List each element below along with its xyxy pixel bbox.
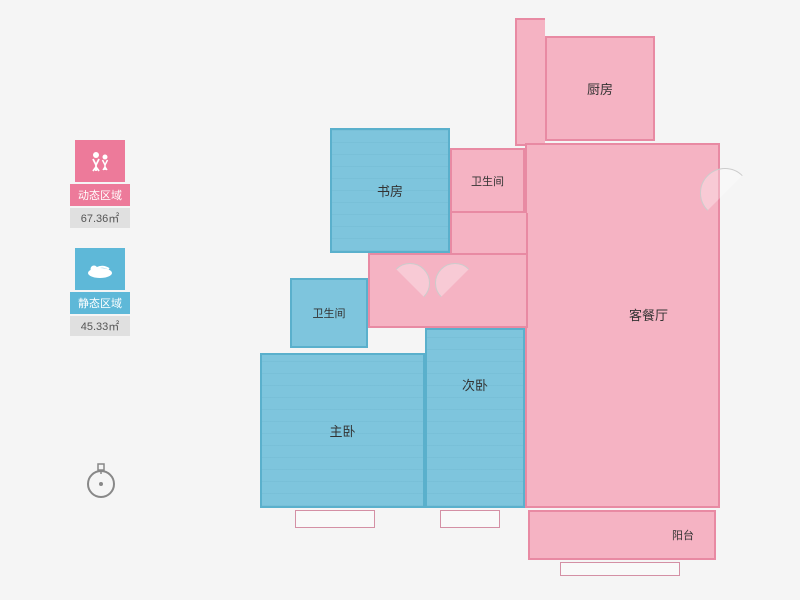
bathroom2-label: 卫生间 [313,305,346,321]
room-balcony: 阳台 [528,510,716,560]
window-marker [560,562,680,576]
room-second: 次卧 [425,328,525,508]
kitchen-label: 厨房 [587,79,613,98]
room-bathroom1: 卫生间 [450,148,525,213]
room-kitchen: 厨房 [545,36,655,141]
study-label: 书房 [377,181,403,200]
window-marker [295,510,375,528]
living-label: 客餐厅 [629,305,668,324]
room-bathroom2: 卫生间 [290,278,368,348]
legend-static-label: 静态区域 [70,292,130,314]
floorplan-container: 厨房 客餐厅 卫生间 书房 卫生间 主卧 次卧 阳台 [240,18,770,578]
room-master: 主卧 [260,353,425,508]
room-study: 书房 [330,128,450,253]
bathroom1-label: 卫生间 [471,173,504,189]
window-marker [440,510,500,528]
balcony-label: 阳台 [672,527,694,543]
legend-static: 静态区域 45.33㎡ [70,248,130,336]
door-arc [700,168,750,218]
legend-dynamic-label: 动态区域 [70,184,130,206]
room-living: 客餐厅 [525,143,720,508]
legend-panel: 动态区域 67.36㎡ 静态区域 45.33㎡ [70,140,130,356]
legend-dynamic-value: 67.36㎡ [70,208,130,228]
legend-dynamic: 动态区域 67.36㎡ [70,140,130,228]
room-connector-top [515,18,545,146]
second-label: 次卧 [462,375,488,394]
master-label: 主卧 [329,421,355,440]
legend-static-value: 45.33㎡ [70,316,130,336]
compass-icon [85,460,117,500]
people-icon [75,140,125,182]
sleep-icon [75,248,125,290]
room-corridor-ext [450,213,528,255]
